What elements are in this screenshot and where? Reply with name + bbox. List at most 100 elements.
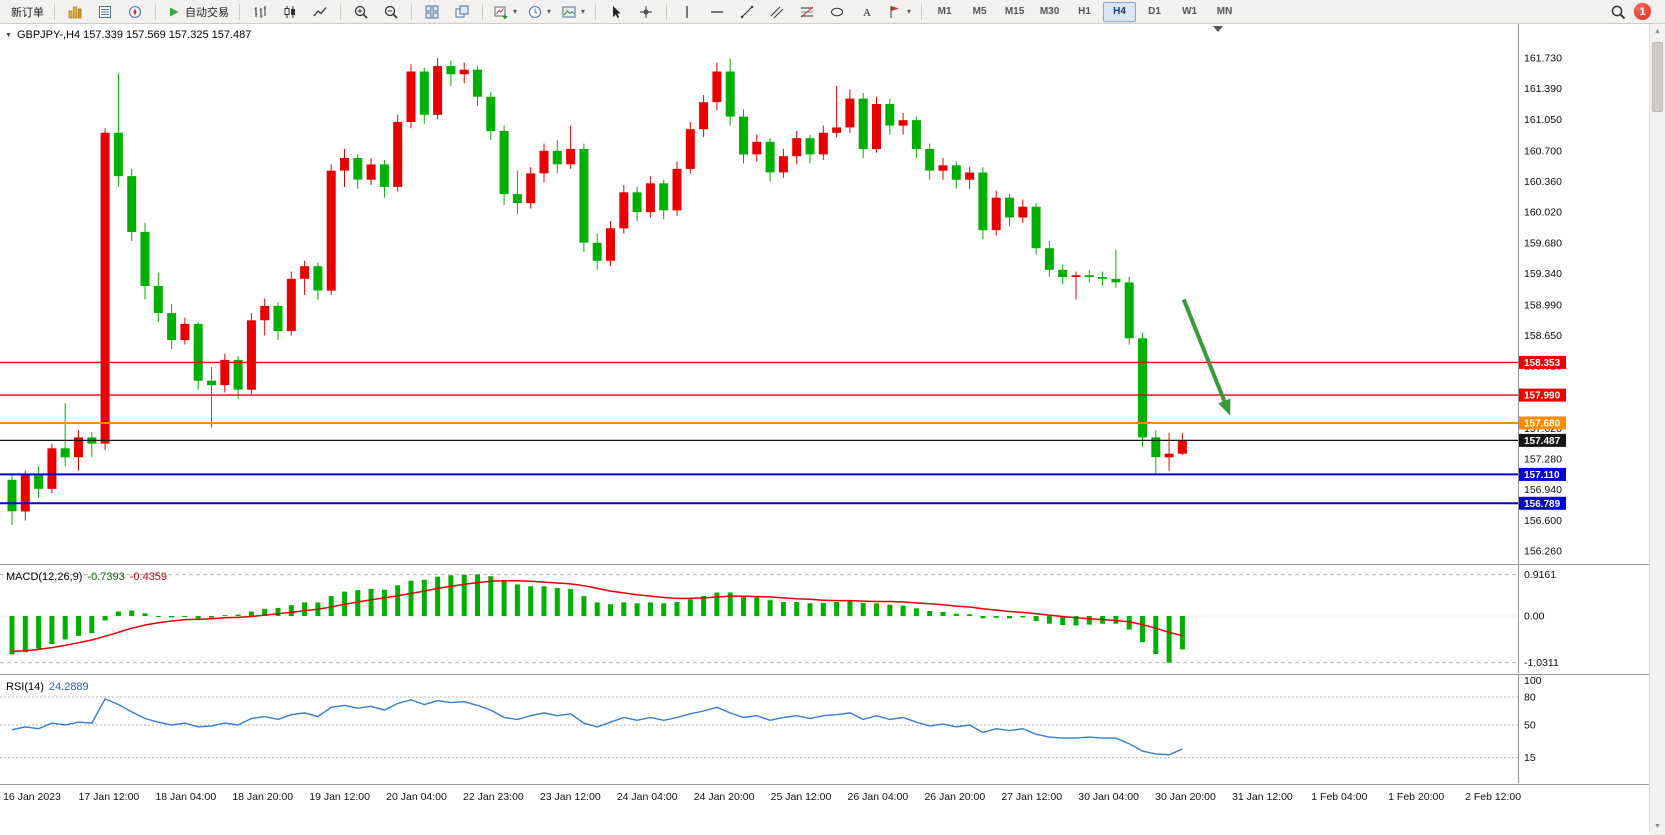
fibonacci-button[interactable] [793,1,821,23]
auto-trading-label: 自动交易 [185,6,229,19]
scrollbar-thumb[interactable] [1652,42,1663,112]
scroll-down-icon[interactable]: ▼ [1654,823,1661,830]
candlestick-chart-canvas[interactable]: 161.730 161.390 161.050 160.700 160.360 160.0… [0,24,1650,564]
auto-trading-play-icon [166,4,182,20]
price-axis-label: 158.650 [1524,330,1562,342]
time-axis-label: 31 Jan 12:00 [1232,791,1293,803]
toolbar-separator [239,3,240,20]
macd-canvas: 0.9161 0.00 -1.0311 [0,565,1559,673]
timeframe-H4[interactable]: H4 [1103,1,1137,22]
periods-clock-button[interactable]: ▾ [523,1,555,23]
navigator-button[interactable] [121,1,149,23]
new-order-button[interactable]: 新订单 [7,1,48,23]
rsi-canvas: 100 80 50 15 [0,675,1542,783]
macd-histogram [9,574,1185,663]
fibonacci-icon [799,4,815,20]
time-axis-label: 23 Jan 12:00 [539,791,601,803]
time-axis-label: 18 Jan 04:00 [155,791,217,803]
zoom-in-button[interactable] [347,1,375,23]
price-axis-label: 157.280 [1524,454,1562,466]
cascade-windows-button[interactable] [448,1,476,23]
timeframe-W1[interactable]: W1 [1182,6,1198,17]
chevron-down-icon: ▾ [513,6,518,16]
auto-trading-button[interactable]: 自动交易 [162,1,233,23]
time-axis-label: 1 Feb 04:00 [1311,791,1368,803]
timeframe-M30[interactable]: M30 [1039,6,1060,17]
trendline-button[interactable] [733,1,761,23]
trendline-icon [739,4,755,20]
price-tags: 158.353 157.990 157.680 157.487 157.110 156.7… [1519,355,1566,510]
price-axis-label: 161.050 [1524,114,1562,126]
time-axis-label: 1 Feb 20:00 [1388,791,1445,803]
toolbar-separator [54,3,55,20]
cascade-windows-icon [454,4,470,20]
channel-icon [769,4,785,20]
macd-panel[interactable]: 0.9161 0.00 -1.0311 MACD(12,26,9) -0.7393 -0… [0,564,1650,674]
horizontal-line-button[interactable] [703,1,731,23]
chevron-down-icon: ▾ [547,6,552,16]
price-axis-label: 160.700 [1524,145,1562,157]
timeframe-D1[interactable]: D1 [1148,6,1161,17]
price-tag: 157.680 [1524,419,1561,430]
time-axis-label: 16 Jan 2023 [3,791,61,803]
rsi-axis-label: 100 [1524,675,1542,687]
price-axis-label: 160.020 [1524,207,1562,219]
toolbar: 新订单 自动交易 ▾ ▾ ▾ A ▾ M1 M5 M15 M30 H1 H4 D1 W1 MN [0,0,1665,24]
templates-image-button[interactable]: ▾ [557,1,589,23]
timeframe-M15[interactable]: M15 [1004,6,1025,17]
timeframe-MN[interactable]: MN [1216,6,1233,17]
time-axis-label: 2 Feb 12:00 [1465,791,1522,803]
line-chart-button[interactable] [306,1,334,23]
market-watch-button[interactable] [61,1,89,23]
bar-chart-button[interactable] [246,1,274,23]
rsi-axis-label: 15 [1524,752,1536,764]
timeframe-M1[interactable]: M1 [937,6,952,17]
price-tag: 158.353 [1524,358,1561,369]
time-axis-label: 24 Jan 20:00 [693,791,755,803]
scroll-up-icon[interactable]: ▲ [1654,28,1661,35]
new-chart-button[interactable]: ▾ [489,1,521,23]
time-axis[interactable]: 16 Jan 2023 17 Jan 12:00 18 Jan 04:00 18 Ja… [0,784,1650,835]
candlestick-chart-button[interactable] [276,1,304,23]
text-label-button[interactable]: A [853,1,881,23]
crosshair-button[interactable] [632,1,660,23]
cursor-icon [608,4,624,20]
arrows-flag-button[interactable]: ▾ [883,1,915,23]
toolbar-separator [921,3,923,20]
time-axis-label: 27 Jan 12:00 [1001,791,1063,803]
text-label-icon: A [859,4,875,20]
main-chart-panel[interactable]: 161.730 161.390 161.050 160.700 160.360 160.0… [0,24,1650,564]
time-axis-label: 24 Jan 04:00 [616,791,678,803]
shapes-ellipse-button[interactable] [823,1,851,23]
data-window-button[interactable] [91,1,119,23]
svg-text:A: A [863,7,871,19]
timeframe-M5[interactable]: M5 [972,6,987,17]
macd-axis-label: 0.9161 [1524,569,1556,581]
chart-shift-marker-icon[interactable] [1213,26,1223,32]
toolbar-separator [595,3,597,20]
rsi-panel[interactable]: 100 80 50 15 RSI(14) 24.2889 [0,674,1650,784]
bar-chart-icon [252,4,268,20]
rsi-line [11,698,1183,756]
price-axis-label: 156.600 [1524,515,1562,527]
toolbar-separator [482,3,483,20]
macd-axis-label: -1.0311 [1524,657,1559,669]
time-axis-label: 17 Jan 12:00 [78,791,140,803]
cursor-button[interactable] [602,1,630,23]
tile-windows-button[interactable] [418,1,446,23]
down-arrow-annotation[interactable] [1181,298,1231,416]
channel-button[interactable] [763,1,791,23]
macd-signal-line [11,579,1183,653]
rsi-axis-label: 50 [1524,720,1536,732]
candlestick-chart-icon [282,4,298,20]
notification-badge[interactable]: 1 [1634,3,1651,20]
vertical-line-button[interactable] [673,1,701,23]
window-scrollbar[interactable]: ▲ ▼ [1649,24,1665,834]
navigator-icon [127,4,143,20]
price-axis-label: 159.680 [1524,237,1562,249]
timeframe-H1[interactable]: H1 [1078,6,1091,17]
search-icon[interactable] [1608,2,1628,22]
zoom-out-button[interactable] [377,1,405,23]
price-axis-label: 158.990 [1524,300,1562,312]
horizontal-lines[interactable] [0,361,1518,505]
